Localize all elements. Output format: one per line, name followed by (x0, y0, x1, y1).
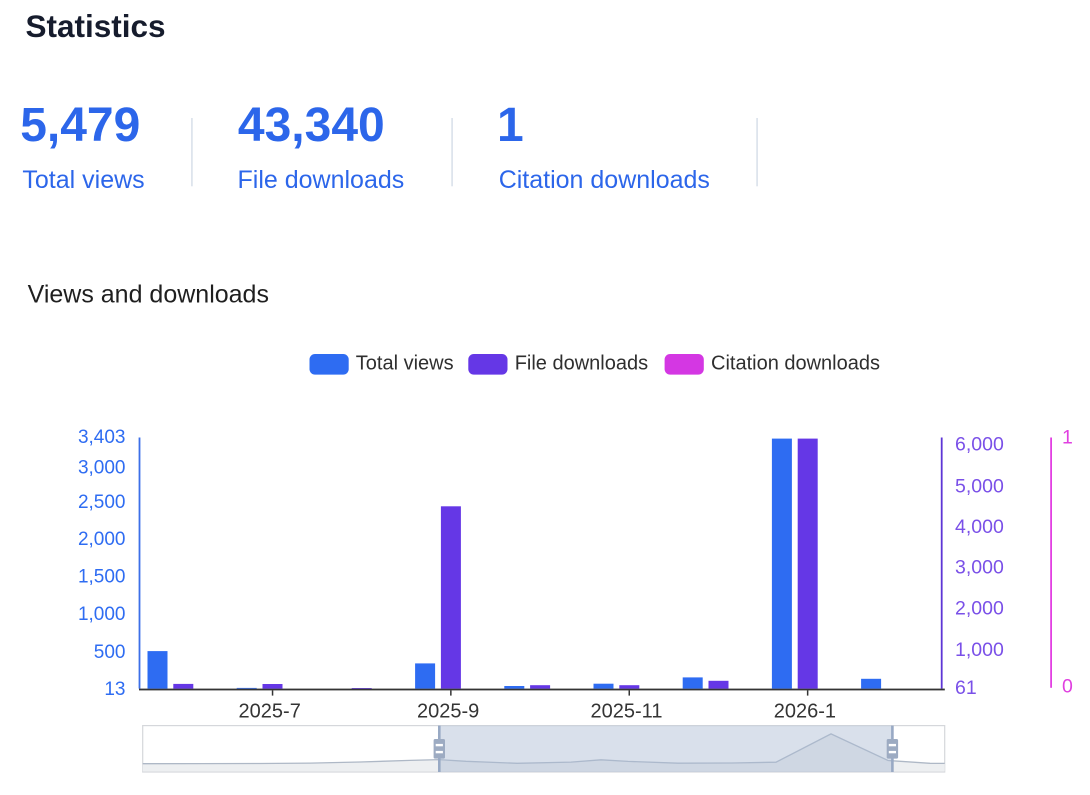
svg-text:2026-1: 2026-1 (774, 700, 836, 722)
svg-text:3,403: 3,403 (78, 427, 126, 448)
svg-text:500: 500 (94, 642, 126, 663)
svg-text:1: 1 (497, 99, 524, 152)
svg-text:1,000: 1,000 (955, 639, 1004, 661)
svg-text:2,500: 2,500 (78, 492, 126, 513)
svg-text:43,340: 43,340 (238, 99, 385, 152)
svg-text:5,000: 5,000 (955, 476, 1004, 498)
svg-text:Citation downloads: Citation downloads (499, 166, 710, 194)
svg-text:Views and downloads: Views and downloads (28, 280, 269, 308)
svg-text:2025-7: 2025-7 (239, 700, 301, 722)
svg-text:5,479: 5,479 (20, 99, 140, 152)
svg-text:4,000: 4,000 (955, 516, 1004, 538)
svg-text:1: 1 (1062, 427, 1073, 449)
svg-text:3,000: 3,000 (955, 557, 1004, 579)
svg-text:2025-11: 2025-11 (591, 700, 663, 722)
svg-text:3,000: 3,000 (78, 457, 126, 478)
svg-text:Total views: Total views (356, 353, 454, 375)
svg-text:2025-9: 2025-9 (417, 700, 479, 722)
svg-text:Total views: Total views (22, 166, 144, 194)
svg-text:Citation downloads: Citation downloads (711, 353, 880, 375)
svg-text:13: 13 (104, 679, 125, 700)
svg-text:2,000: 2,000 (955, 598, 1004, 620)
svg-text:1,000: 1,000 (78, 604, 126, 625)
svg-text:0: 0 (1062, 676, 1073, 698)
svg-text:File downloads: File downloads (238, 166, 405, 194)
svg-text:2,000: 2,000 (78, 529, 126, 550)
svg-text:Statistics: Statistics (26, 8, 166, 44)
svg-text:6,000: 6,000 (955, 434, 1004, 456)
svg-text:1,500: 1,500 (78, 567, 126, 588)
svg-text:61: 61 (955, 677, 977, 699)
svg-text:File downloads: File downloads (515, 353, 648, 375)
